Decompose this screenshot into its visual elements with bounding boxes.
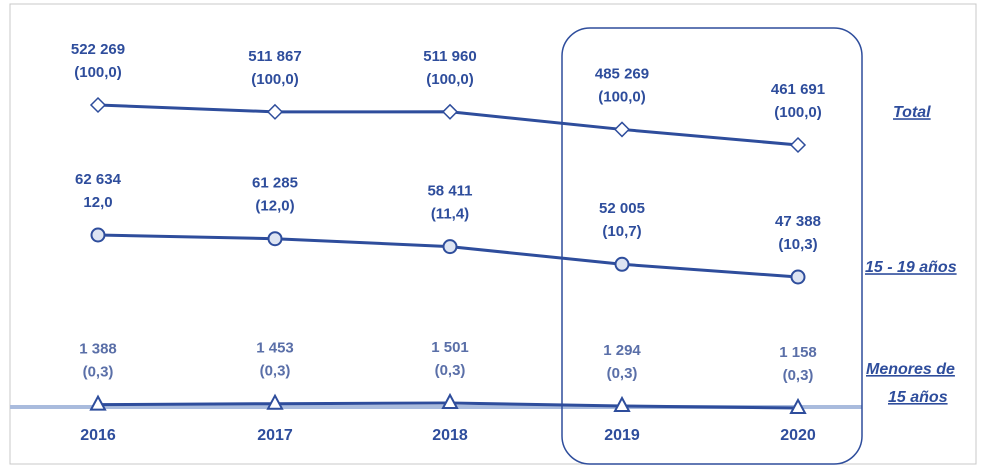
legend-label: Menores de 15 años xyxy=(866,361,955,406)
share-label: (11,4) xyxy=(431,206,469,223)
value-label: 511 867 xyxy=(248,48,301,65)
share-label: (0,3) xyxy=(607,365,638,382)
marker xyxy=(442,239,458,255)
share-label: (100,0) xyxy=(426,71,474,88)
value-label: 47 388 xyxy=(775,213,821,230)
value-label: 461 691 xyxy=(771,81,825,98)
share-label: 12,0 xyxy=(83,194,112,211)
share-label: (100,0) xyxy=(74,64,122,81)
share-label: (0,3) xyxy=(83,364,114,381)
marker xyxy=(790,269,806,285)
marker xyxy=(614,256,630,272)
share-label: (0,3) xyxy=(435,362,466,379)
value-label: 52 005 xyxy=(599,200,645,217)
value-label: 61 285 xyxy=(252,175,298,192)
value-label: 485 269 xyxy=(595,65,649,82)
marker xyxy=(89,394,107,411)
highlight-box xyxy=(561,27,863,465)
marker xyxy=(266,393,284,410)
value-label: 1 294 xyxy=(603,342,641,359)
marker xyxy=(89,96,107,114)
value-label: 522 269 xyxy=(71,41,125,58)
marker xyxy=(441,103,459,120)
x-tick-label: 2016 xyxy=(80,427,116,444)
x-tick-label: 2020 xyxy=(780,427,816,444)
value-label: 1 388 xyxy=(79,341,117,358)
x-tick-label: 2019 xyxy=(604,427,640,444)
value-label: 1 158 xyxy=(779,344,817,361)
share-label: (100,0) xyxy=(774,104,822,121)
value-label: 1 453 xyxy=(256,340,294,357)
x-tick-label: 2017 xyxy=(257,427,293,444)
marker xyxy=(789,136,807,154)
marker xyxy=(441,392,459,409)
value-label: 1 501 xyxy=(431,339,469,356)
share-label: (10,7) xyxy=(602,223,641,240)
share-label: (100,0) xyxy=(598,88,646,105)
share-label: (0,3) xyxy=(783,367,814,384)
share-label: (100,0) xyxy=(251,71,299,88)
legend-label: 15 - 19 años xyxy=(865,259,957,276)
value-label: 62 634 xyxy=(75,171,122,188)
legend-label: Total xyxy=(893,104,931,121)
share-label: (12,0) xyxy=(255,198,294,215)
value-label: 511 960 xyxy=(423,48,476,65)
marker xyxy=(266,103,284,120)
marker xyxy=(267,231,283,247)
marker xyxy=(789,397,807,414)
marker xyxy=(613,395,631,413)
x-tick-label: 2018 xyxy=(432,427,468,444)
value-label: 58 411 xyxy=(427,183,472,200)
marker xyxy=(613,121,631,138)
frame xyxy=(9,3,977,465)
share-label: (10,3) xyxy=(778,236,817,253)
marker xyxy=(90,227,106,243)
share-label: (0,3) xyxy=(260,363,291,380)
